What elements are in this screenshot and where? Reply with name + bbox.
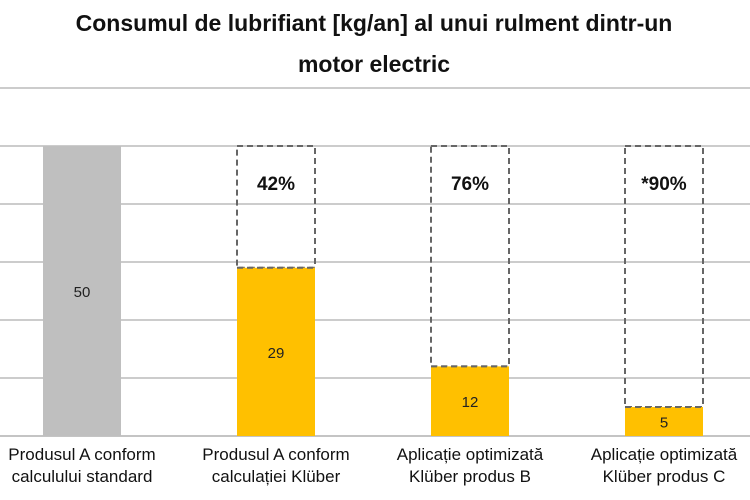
savings-label-3: 76% bbox=[451, 174, 489, 195]
category-label-3-line-2: Klüber produs B bbox=[409, 467, 531, 486]
category-label-2-line-1: Produsul A conform bbox=[202, 445, 349, 464]
category-label-1-line-1: Produsul A conform bbox=[8, 445, 155, 464]
category-label-1-line-2: calculului standard bbox=[12, 467, 153, 486]
savings-label-2: 42% bbox=[257, 174, 295, 195]
category-label-4: Aplicație optimizată Klüber produs C bbox=[591, 445, 738, 486]
category-label-3-line-1: Aplicație optimizată bbox=[397, 445, 544, 464]
value-label-3: 12 bbox=[462, 394, 479, 411]
chart-title-line-1: Consumul de lubrifiant [kg/an] al unui r… bbox=[76, 10, 673, 36]
bars: 50 29 42% 12 76% 5 *90% bbox=[43, 145, 704, 436]
bar-2 bbox=[237, 267, 315, 436]
saving-outline-2 bbox=[236, 145, 316, 269]
category-label-2-line-2: calculației Klüber bbox=[212, 467, 341, 486]
category-label-4-line-2: Klüber produs C bbox=[603, 467, 726, 486]
chart-title-line-2: motor electric bbox=[298, 51, 450, 77]
bar-3 bbox=[431, 366, 509, 436]
category-label-1: Produsul A conform calculului standard bbox=[8, 445, 155, 486]
gridlines bbox=[0, 87, 750, 437]
value-label-4: 5 bbox=[660, 415, 668, 432]
category-label-3: Aplicație optimizată Klüber produs B bbox=[397, 445, 544, 486]
bar-4 bbox=[625, 407, 703, 436]
value-label-2: 29 bbox=[268, 345, 285, 362]
category-label-4-line-1: Aplicație optimizată bbox=[591, 445, 738, 464]
category-labels: Produsul A conform calculului standardPro… bbox=[8, 445, 737, 486]
savings-label-4: *90% bbox=[641, 174, 687, 195]
category-label-2: Produsul A conform calculației Klüber bbox=[202, 445, 349, 486]
value-label-1: 50 bbox=[74, 284, 91, 301]
bar-1 bbox=[43, 146, 121, 436]
